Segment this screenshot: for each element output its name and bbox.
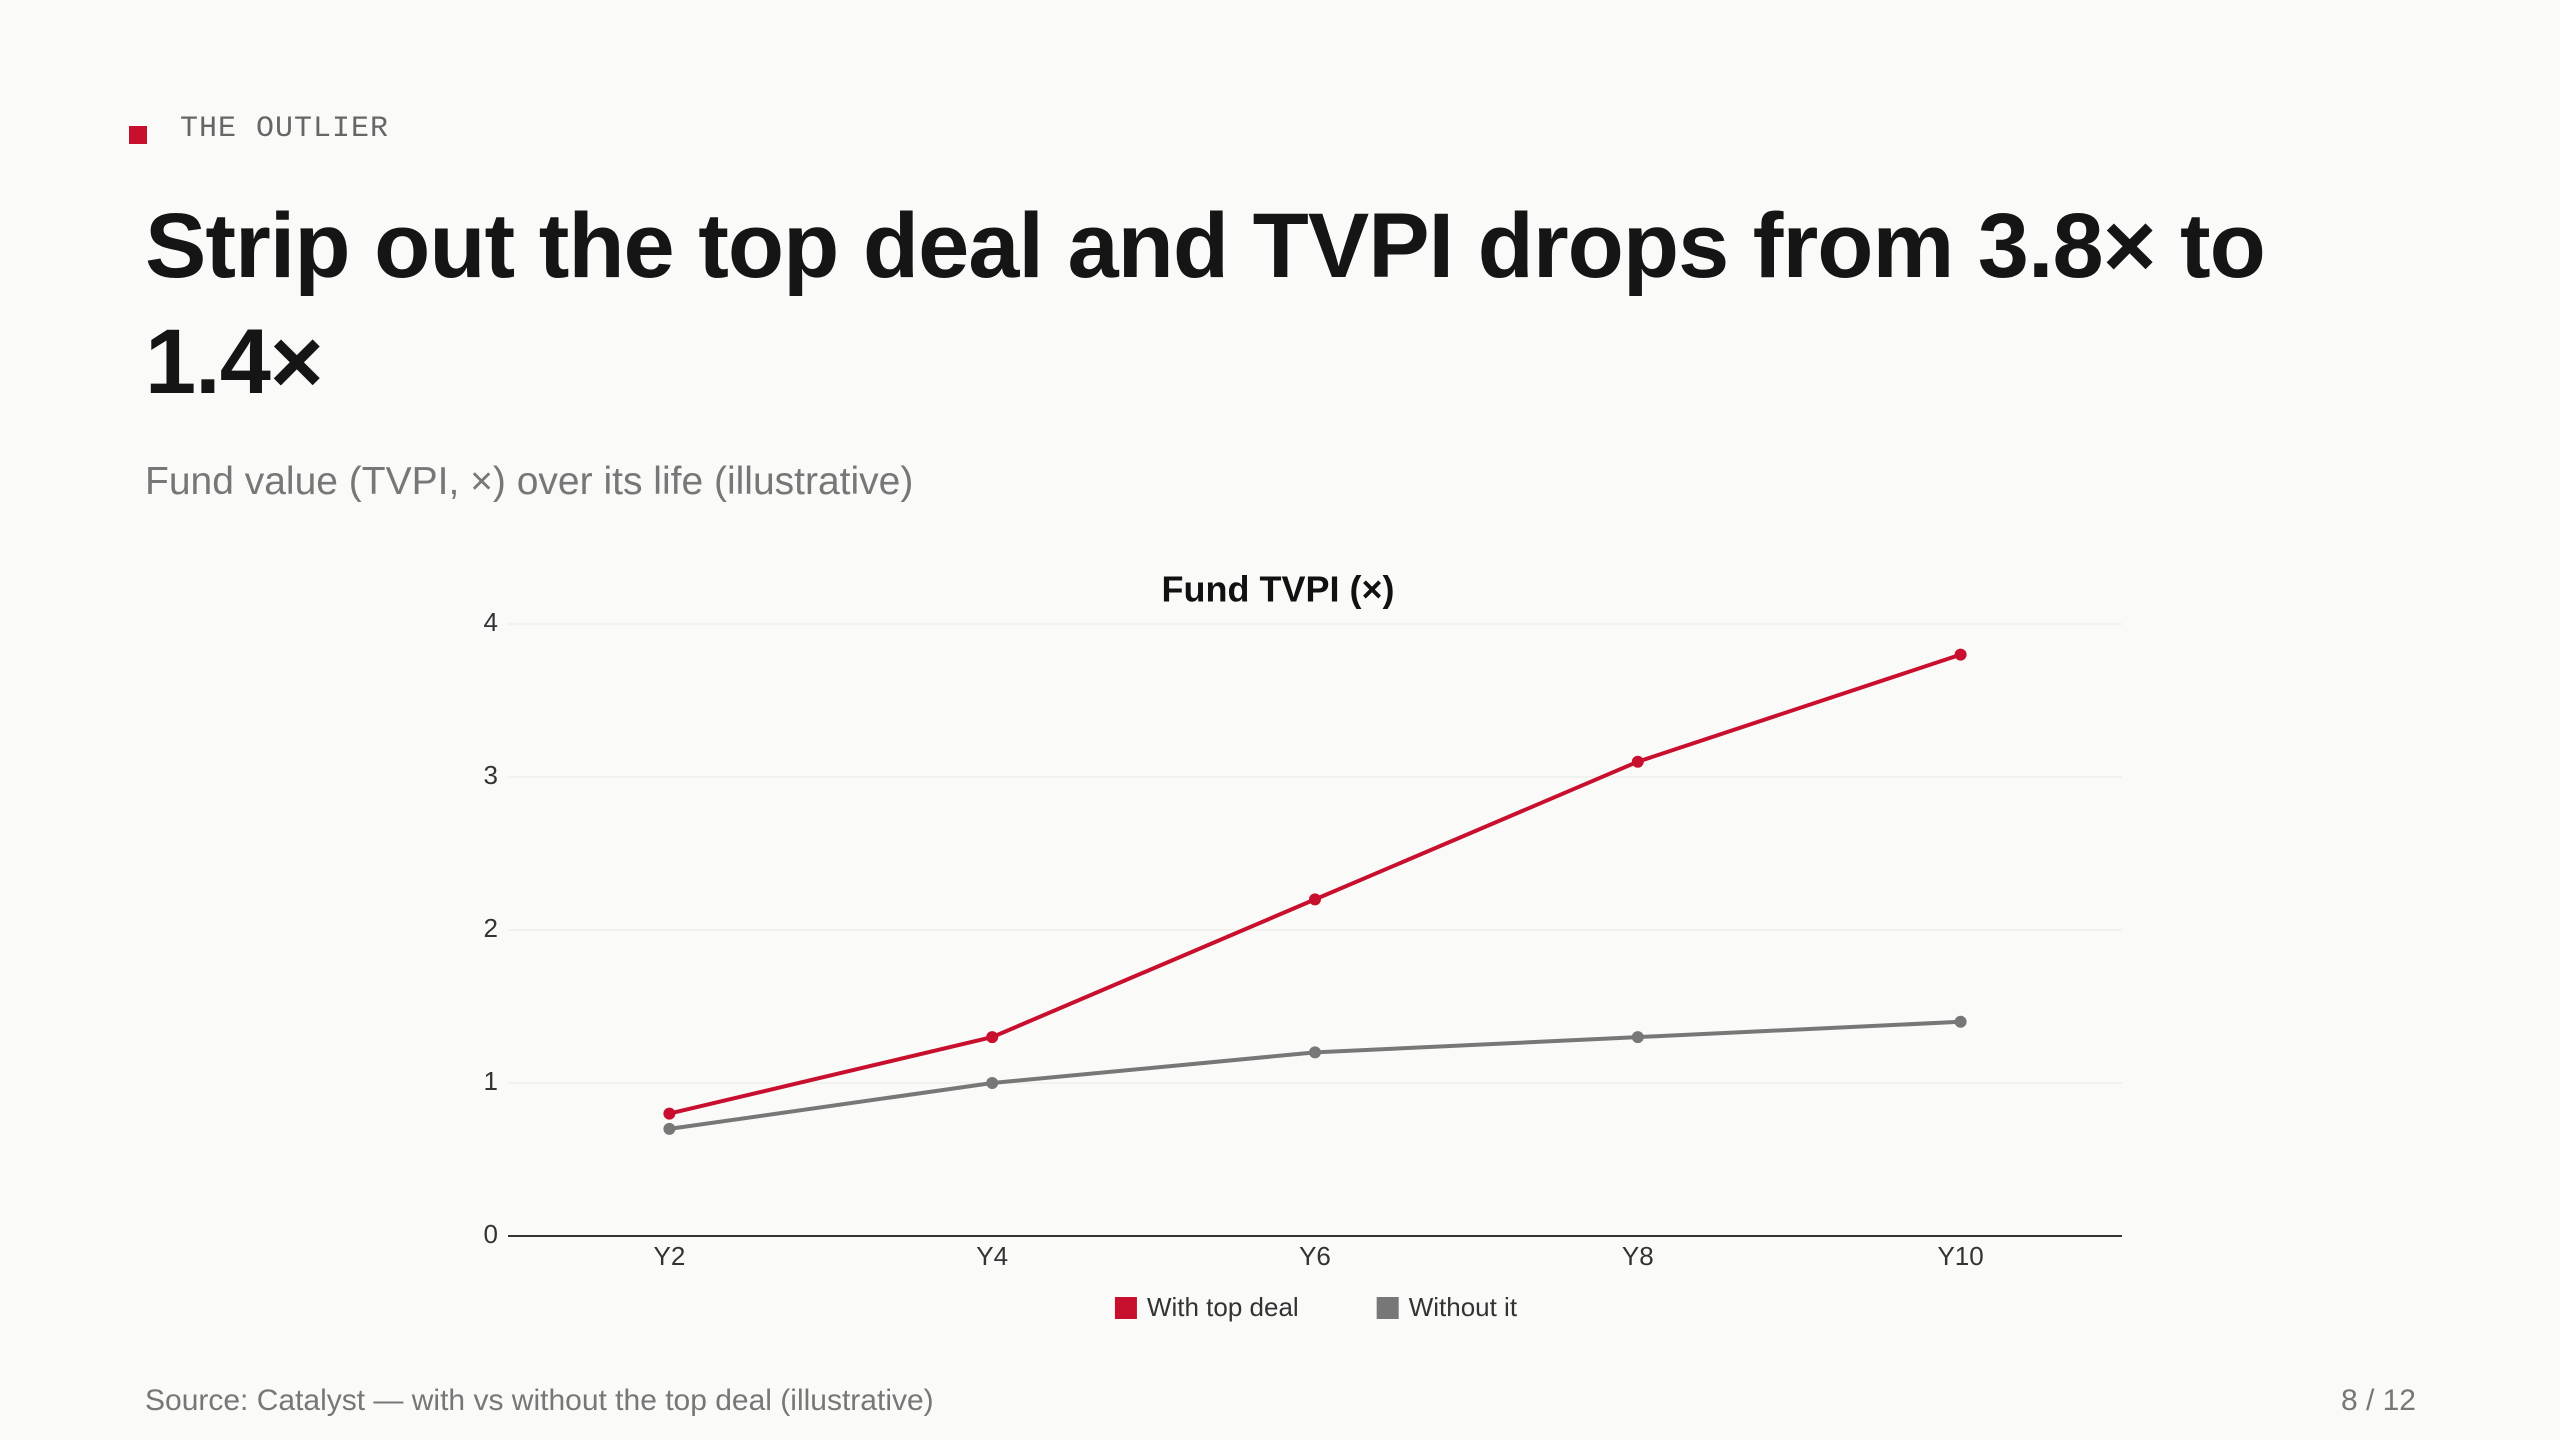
y-tick-label: 1	[484, 1066, 498, 1096]
data-point	[663, 1122, 676, 1135]
legend-label: With top deal	[1147, 1292, 1299, 1322]
legend-swatch	[1114, 1297, 1137, 1319]
kicker: THE OUTLIER	[180, 112, 390, 146]
legend-swatch	[1376, 1297, 1399, 1319]
x-tick-label: Y6	[1299, 1241, 1331, 1271]
legend-label: Without it	[1409, 1292, 1518, 1322]
series-line	[669, 1019, 1961, 1131]
y-tick-label: 2	[484, 913, 498, 943]
page-number: 8 / 12	[2340, 1384, 2416, 1417]
data-point	[1954, 648, 1967, 661]
series-line	[668, 652, 1962, 1116]
kicker-marker	[129, 126, 147, 144]
y-tick-label: 4	[484, 607, 498, 637]
source: Source: Catalyst — with vs without the t…	[145, 1384, 934, 1417]
data-point	[1631, 755, 1644, 768]
data-point	[986, 1031, 999, 1044]
x-tick-label: Y8	[1622, 1241, 1654, 1271]
data-point	[1954, 1015, 1967, 1028]
y-tick-label: 0	[484, 1219, 498, 1249]
data-point	[1309, 1046, 1321, 1059]
headline: Strip out the top deal and TVPI drops fr…	[145, 195, 2266, 413]
chart-title: Fund TVPI (×)	[1162, 569, 1395, 610]
x-tick-label: Y2	[653, 1241, 685, 1271]
data-point	[1309, 893, 1321, 906]
data-point	[1631, 1031, 1644, 1044]
x-tick-label: Y4	[976, 1241, 1008, 1271]
subtitle: Fund value (TVPI, ×) over its life (illu…	[145, 460, 914, 503]
data-point	[663, 1107, 676, 1120]
data-point	[986, 1077, 999, 1089]
y-tick-label: 3	[484, 760, 498, 790]
x-tick-label: Y10	[1937, 1241, 1983, 1271]
